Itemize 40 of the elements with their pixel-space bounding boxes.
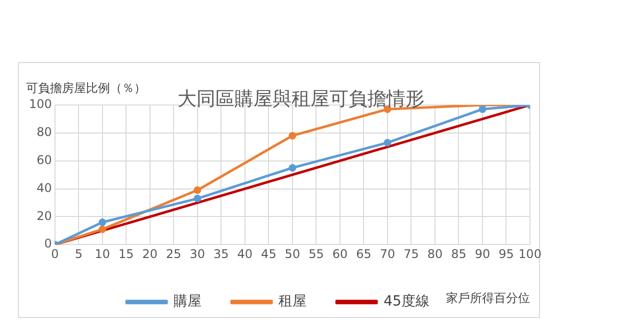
point — [98, 225, 106, 233]
point — [384, 138, 392, 146]
x-tick-label: 70 — [380, 246, 396, 261]
y-axis-title: 可負擔房屋比例（％） — [26, 80, 146, 97]
x-tick-label: 45 — [261, 246, 276, 261]
point — [98, 218, 106, 226]
point — [194, 194, 202, 202]
x-tick-label: 10 — [94, 246, 110, 261]
x-tick-label: 100 — [518, 246, 542, 261]
x-tick-label: 20 — [142, 246, 158, 261]
y-tick-label: 60 — [36, 152, 52, 167]
x-tick-label: 95 — [498, 246, 514, 261]
x-tick-label: 35 — [214, 246, 229, 261]
y-tick-label: 80 — [36, 125, 52, 140]
point — [478, 105, 486, 113]
y-tick-label: 20 — [36, 208, 52, 223]
point — [194, 186, 202, 194]
y-tick-label: 40 — [36, 180, 52, 195]
x-tick-label: 25 — [166, 246, 182, 261]
x-tick-label: 80 — [427, 246, 443, 261]
x-tick-label: 5 — [74, 246, 82, 261]
point — [288, 132, 296, 140]
x-tick-label: 50 — [284, 246, 300, 261]
x-tick-label: 55 — [308, 246, 324, 261]
x-tick-label: 75 — [404, 246, 419, 261]
chart-title: 大同區購屋與租屋可負擔情形 — [178, 88, 424, 110]
x-tick-label: 60 — [332, 246, 348, 261]
legend-label: 45度線 — [384, 294, 430, 310]
x-tick-label: 65 — [356, 246, 372, 261]
x-tick-label: 30 — [190, 246, 206, 261]
y-tick-label: 100 — [29, 97, 52, 112]
y-tick-label: 0 — [44, 236, 52, 251]
legend-label: 租屋 — [278, 294, 307, 310]
x-tick-label: 15 — [118, 246, 134, 261]
point — [288, 164, 296, 172]
x-tick-label: 90 — [474, 246, 490, 261]
x-tick-label: 85 — [451, 246, 466, 261]
x-tick-label: 40 — [237, 246, 253, 261]
x-axis-title: 家戶所得百分位 — [446, 290, 530, 307]
legend-label: 購屋 — [174, 294, 202, 310]
